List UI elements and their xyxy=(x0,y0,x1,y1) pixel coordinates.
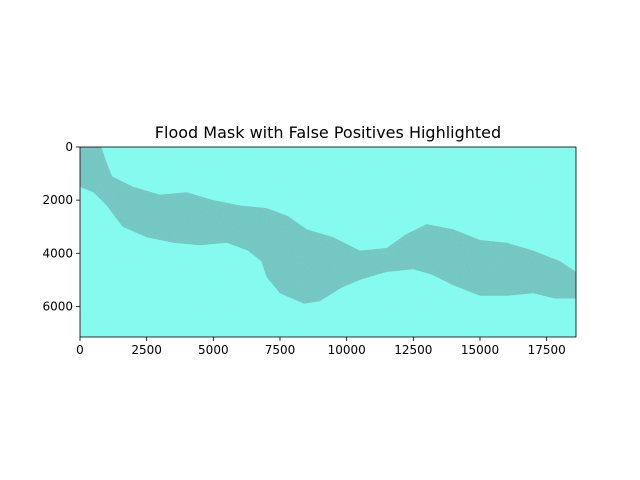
x-tick-label: 12500 xyxy=(394,343,432,357)
y-axis: 0 2000 4000 6000 xyxy=(42,140,80,313)
x-tick-label: 7500 xyxy=(265,343,296,357)
x-tick-label: 2500 xyxy=(131,343,162,357)
y-tick-label: 0 xyxy=(65,140,73,154)
plot-frame xyxy=(79,146,577,338)
plot-area xyxy=(80,147,576,337)
chart-title: Flood Mask with False Positives Highligh… xyxy=(155,123,501,142)
y-tick-label: 2000 xyxy=(42,193,73,207)
x-tick-label: 15000 xyxy=(461,343,499,357)
noise-speckle xyxy=(80,147,576,337)
x-tick-label: 0 xyxy=(76,343,84,357)
x-axis: 0 2500 5000 7500 10000 12500 15000 17500 xyxy=(76,337,566,357)
x-tick-label: 17500 xyxy=(528,343,566,357)
y-tick-label: 4000 xyxy=(42,246,73,260)
x-tick-label: 5000 xyxy=(198,343,229,357)
y-tick-label: 6000 xyxy=(42,299,73,313)
x-tick-label: 10000 xyxy=(328,343,366,357)
